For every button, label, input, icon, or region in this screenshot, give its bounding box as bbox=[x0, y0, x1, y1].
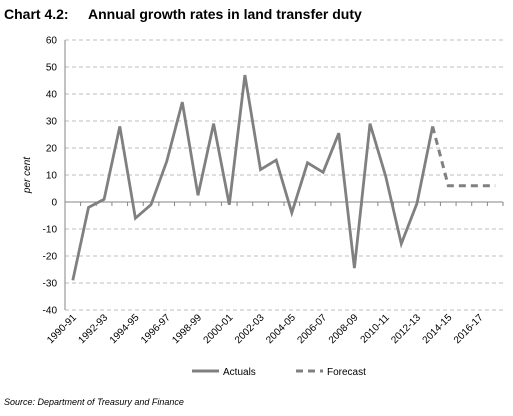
y-tick-label: -20 bbox=[43, 252, 58, 263]
y-tick-label: 50 bbox=[46, 63, 58, 74]
x-tick-label: 1998-99 bbox=[170, 312, 204, 346]
x-tick-label: 1992-93 bbox=[76, 312, 110, 346]
x-tick-label: 2010-11 bbox=[359, 312, 393, 346]
y-axis-label: per cent bbox=[22, 156, 33, 194]
series-lines bbox=[71, 74, 496, 281]
y-tick-label: 10 bbox=[46, 171, 58, 182]
source-note: Source: Department of Treasury and Finan… bbox=[4, 397, 184, 407]
x-tick-label: 2014-15 bbox=[421, 312, 455, 346]
y-tick-labels: -40 -30 -20 -10 0 10 20 30 40 50 60 bbox=[43, 36, 58, 317]
x-tick-label: 2016-17 bbox=[452, 312, 486, 346]
y-tick-label: -40 bbox=[43, 306, 58, 317]
x-tick-label: 1994-95 bbox=[108, 312, 142, 346]
series-line-forecast bbox=[431, 126, 496, 188]
chart-title: Annual growth rates in land transfer dut… bbox=[88, 6, 362, 22]
chart-number: Chart 4.2: bbox=[4, 6, 69, 22]
legend-label-forecast: Forecast bbox=[327, 367, 366, 378]
x-tick-labels: 1990-911992-931994-951996-971998-992000-… bbox=[45, 312, 486, 346]
x-tick-label: 2012-13 bbox=[389, 312, 423, 346]
x-tick-label: 2000-01 bbox=[202, 312, 236, 346]
chart-title-row: Chart 4.2: Annual growth rates in land tr… bbox=[4, 6, 362, 22]
x-tick-label: 1990-91 bbox=[45, 312, 79, 346]
y-tick-label: 20 bbox=[46, 144, 58, 155]
legend: Actuals Forecast bbox=[192, 367, 366, 378]
x-tick-label: 1996-97 bbox=[139, 312, 173, 346]
gridlines bbox=[65, 39, 503, 311]
y-tick-label: -30 bbox=[43, 279, 58, 290]
axes bbox=[64, 40, 504, 310]
legend-label-actuals: Actuals bbox=[223, 367, 256, 378]
x-tick-label: 2006-07 bbox=[295, 312, 329, 346]
y-tick-label: 60 bbox=[46, 36, 58, 47]
y-tick-label: 30 bbox=[46, 117, 58, 128]
x-tick-label: 2008-09 bbox=[327, 312, 361, 346]
series-line-actuals bbox=[71, 74, 434, 281]
x-tick-label: 2004-05 bbox=[264, 312, 298, 346]
y-tick-label: 40 bbox=[46, 90, 58, 101]
y-tick-label: -10 bbox=[43, 225, 58, 236]
x-tick-label: 2002-03 bbox=[233, 312, 267, 346]
y-tick-label: 0 bbox=[51, 198, 57, 209]
